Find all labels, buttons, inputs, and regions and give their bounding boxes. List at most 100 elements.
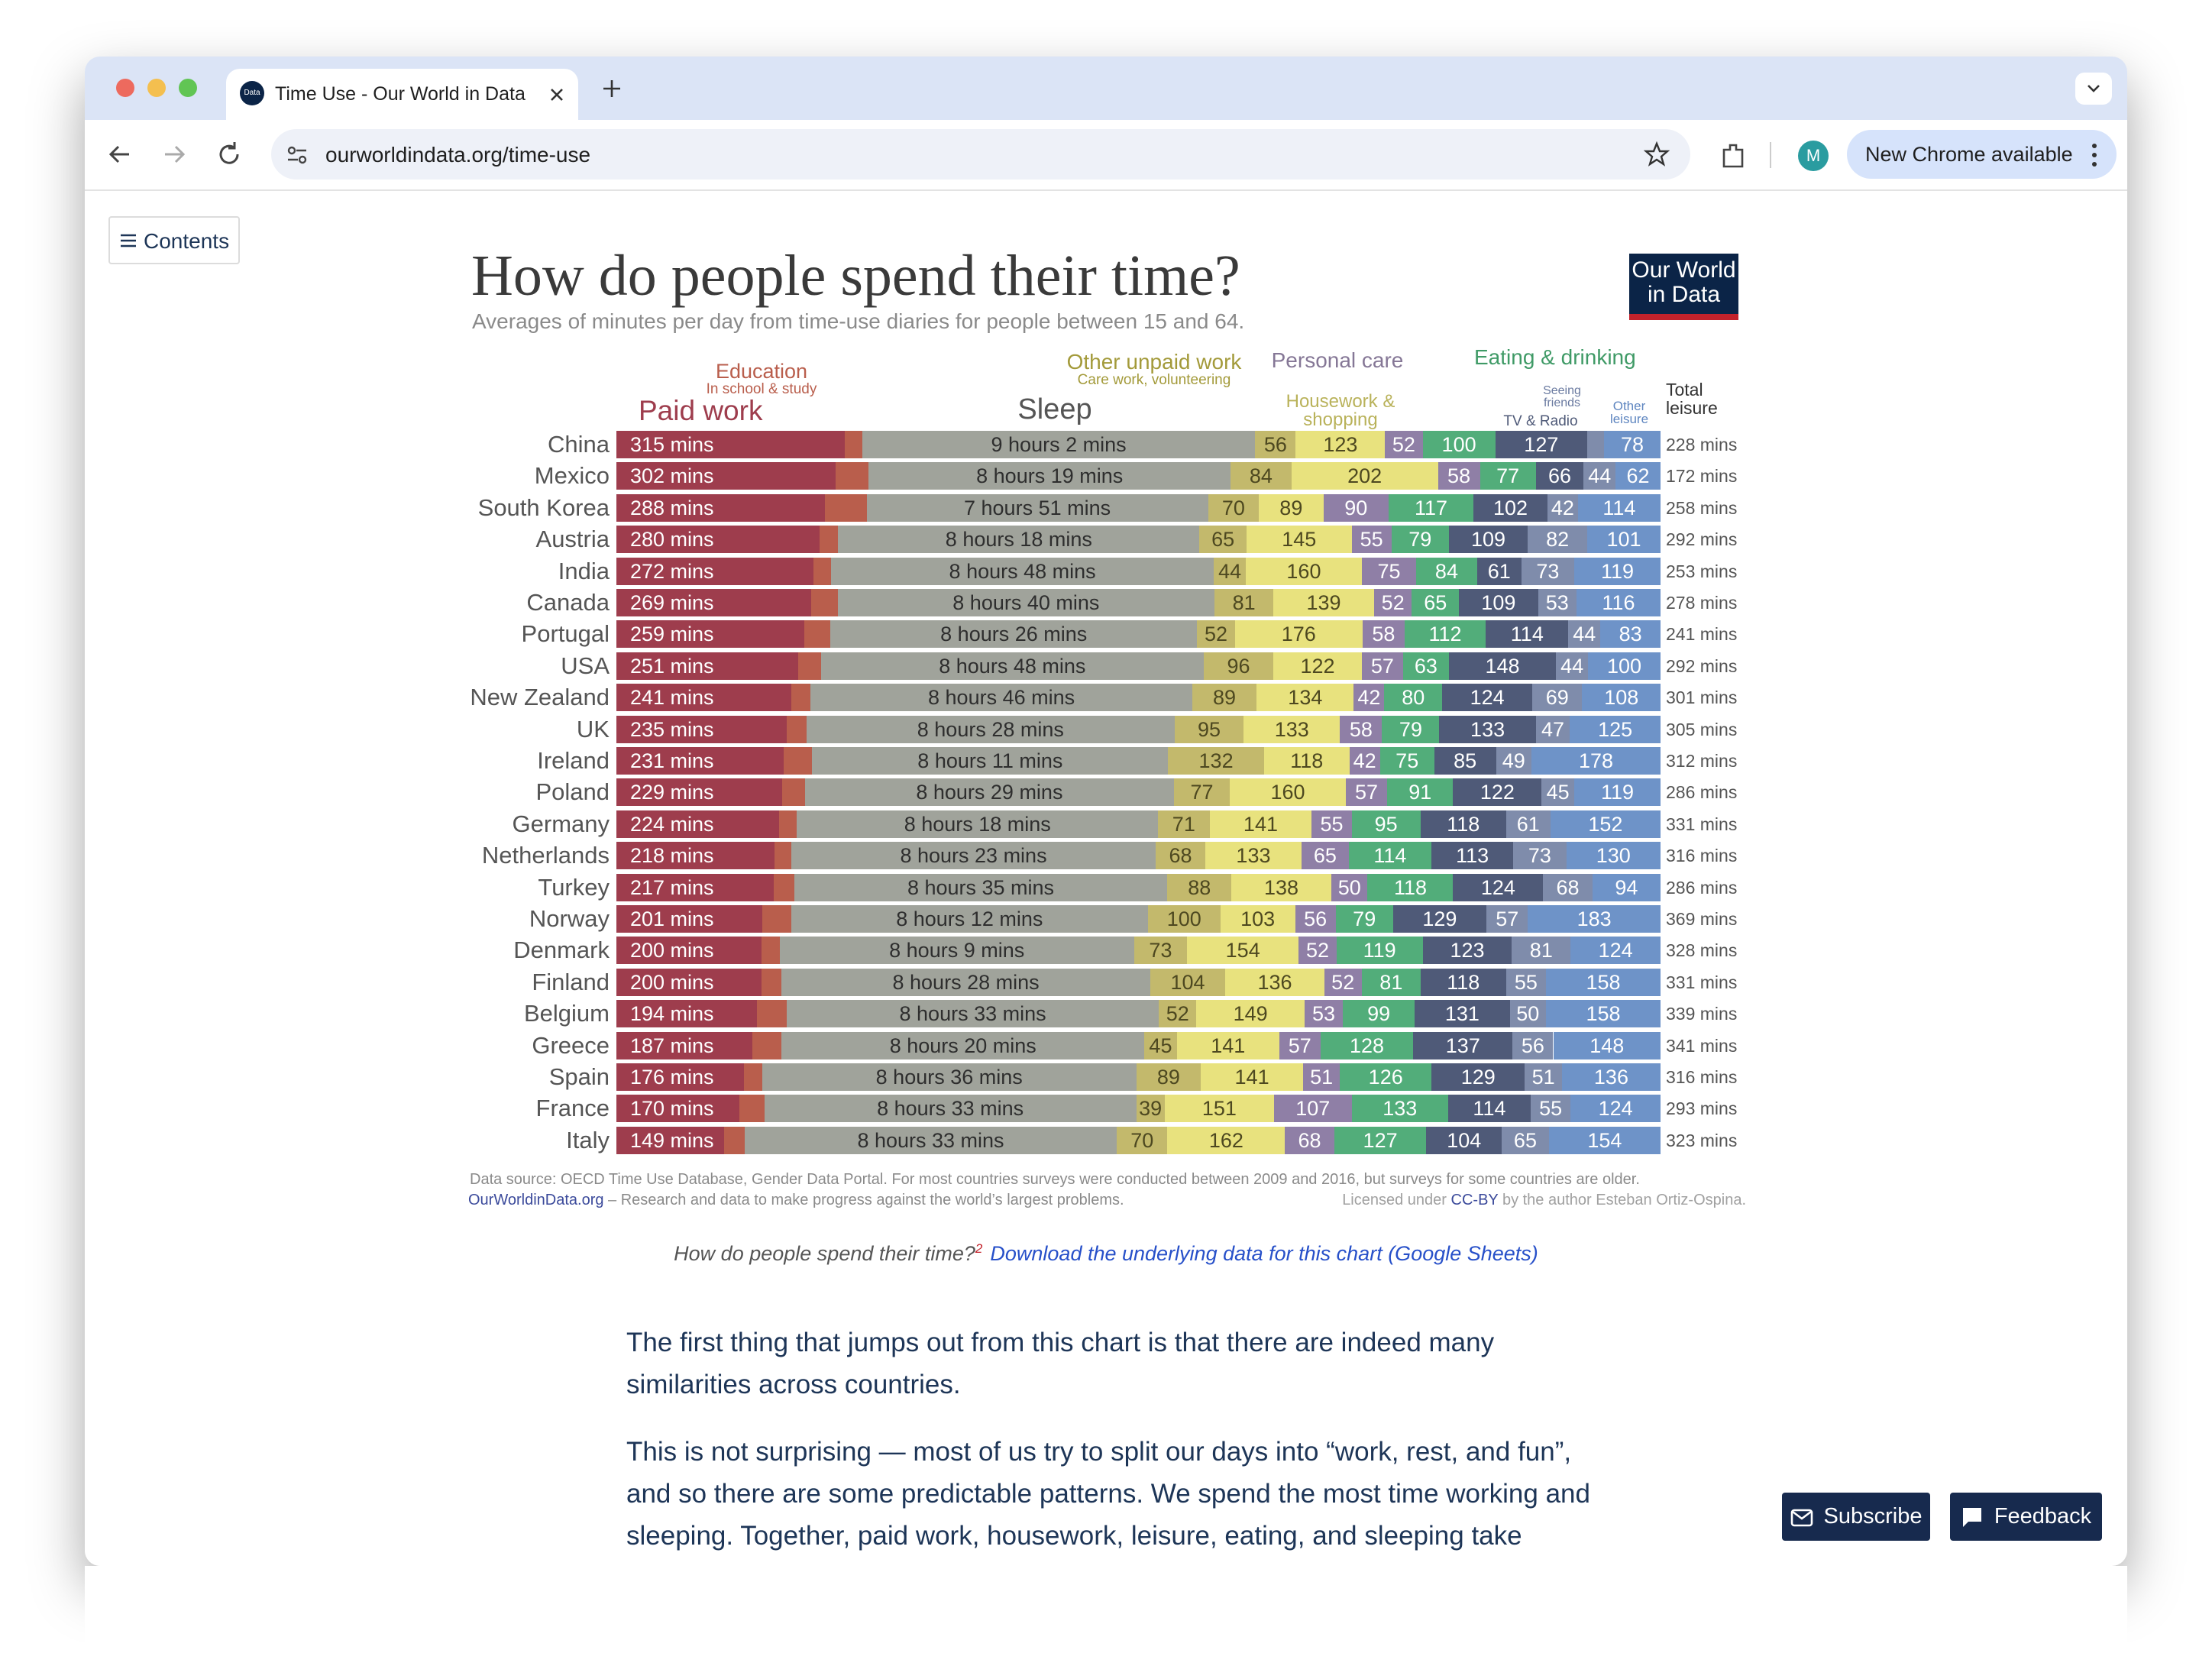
subscribe-button[interactable]: Subscribe xyxy=(1782,1493,1930,1541)
bar-segment xyxy=(1496,747,1532,775)
window-controls xyxy=(116,79,197,97)
segment-label: 127 xyxy=(1363,1128,1398,1152)
total-leisure: 241 mins xyxy=(1666,624,1738,645)
segment-label: 65 xyxy=(1211,528,1235,552)
segment-label: 8 hours 46 mins xyxy=(928,686,1075,710)
bar-segment xyxy=(1512,937,1571,965)
total-leisure: 323 mins xyxy=(1666,1130,1738,1150)
segment-label: 89 xyxy=(1279,496,1303,519)
segment-label: 70 xyxy=(1221,496,1245,519)
segment-label: 9 hours 2 mins xyxy=(991,433,1127,456)
bar-segment xyxy=(1404,620,1486,649)
segment-label: 117 xyxy=(1415,496,1448,519)
caption-text: How do people spend their time? xyxy=(674,1242,975,1265)
bar-segment xyxy=(1385,431,1423,458)
owid-logo[interactable]: Our World in Data xyxy=(1629,254,1738,320)
bar-segment xyxy=(1311,810,1352,838)
segment-label: 125 xyxy=(1598,717,1633,741)
segment-label: 119 xyxy=(1600,781,1635,804)
site-info[interactable] xyxy=(286,144,308,166)
series-name: TV & Radio xyxy=(1503,412,1578,429)
segment-label: 141 xyxy=(1243,812,1278,836)
segment-label: 200 mins xyxy=(630,970,714,994)
maximize-window[interactable] xyxy=(179,79,197,97)
segment-label: 116 xyxy=(1602,591,1635,614)
segment-label: 58 xyxy=(1349,717,1373,741)
segment-label: 160 xyxy=(1286,559,1321,583)
site-link[interactable]: OurWorldinData.org xyxy=(468,1192,604,1208)
segment-label: 139 xyxy=(1306,591,1341,614)
total-leisure: 316 mins xyxy=(1666,1067,1738,1087)
segment-label: 89 xyxy=(1156,1066,1180,1089)
country-label: Poland xyxy=(535,778,610,806)
tab-close[interactable] xyxy=(548,86,566,104)
menu-dots[interactable] xyxy=(2090,142,2099,168)
bar-segment xyxy=(787,715,807,743)
bar-segment xyxy=(778,810,797,838)
active-tab[interactable]: Data Time Use - Our World in Data xyxy=(226,69,578,120)
bar-segment xyxy=(1615,462,1661,490)
bar-segment xyxy=(1234,620,1363,649)
series-name: Education xyxy=(715,360,808,383)
minimize-window[interactable] xyxy=(147,79,166,97)
bar-segment xyxy=(773,873,794,901)
bar-segment xyxy=(1117,1126,1168,1154)
total-leisure: 172 mins xyxy=(1666,466,1738,487)
feedback-label: Feedback xyxy=(1994,1504,2092,1529)
segment-label: 68 xyxy=(1298,1128,1321,1152)
bar-segment xyxy=(764,1095,1137,1123)
footnote-ref[interactable]: 2 xyxy=(975,1241,983,1256)
new-tab[interactable] xyxy=(602,79,622,99)
feedback-button[interactable]: Feedback xyxy=(1950,1493,2102,1541)
segment-label: 80 xyxy=(1402,686,1425,710)
bar-segment xyxy=(1561,1063,1661,1091)
segment-label: 66 xyxy=(1548,464,1572,488)
bar-segment xyxy=(1150,968,1226,996)
bar-segment xyxy=(1167,873,1231,901)
segment-label: 71 xyxy=(1172,812,1195,836)
segment-label: 122 xyxy=(1480,781,1515,804)
segment-label: 130 xyxy=(1596,844,1631,868)
license-link[interactable]: CC-BY xyxy=(1450,1192,1499,1208)
bar-segment xyxy=(825,493,867,522)
segment-label: 70 xyxy=(1130,1128,1154,1152)
bar-segment xyxy=(1521,557,1575,585)
bar-segment xyxy=(1273,589,1375,616)
back[interactable] xyxy=(108,145,129,163)
segment-label: 132 xyxy=(1198,749,1234,772)
segment-label: 200 mins xyxy=(630,939,714,962)
bar-segment xyxy=(1509,1000,1546,1028)
segment-label: 149 mins xyxy=(630,1128,714,1152)
bar-segment xyxy=(1255,431,1296,458)
bar-segment xyxy=(616,1031,752,1059)
bar-segment xyxy=(794,873,1168,901)
forward[interactable] xyxy=(165,145,186,163)
bar-segment xyxy=(781,1031,1145,1059)
tab-search[interactable] xyxy=(2075,73,2112,105)
bookmark-star[interactable] xyxy=(1644,141,1670,167)
bar-segment xyxy=(616,431,846,458)
bar-segment xyxy=(838,526,1200,554)
update-button[interactable]: New Chrome available xyxy=(1847,130,2117,179)
bar-segment xyxy=(752,1031,782,1059)
segment-label: 218 mins xyxy=(630,844,714,868)
download-link[interactable]: Download the underlying data for this ch… xyxy=(990,1242,1538,1265)
series-header: Housework & shopping xyxy=(1283,392,1398,429)
address-bar[interactable]: ourworldindata.org/time-use xyxy=(271,129,1690,180)
segment-label: 8 hours 18 mins xyxy=(904,812,1051,836)
profile-avatar[interactable]: M xyxy=(1798,141,1829,171)
total-leisure: 305 mins xyxy=(1666,719,1738,739)
contents-button[interactable]: Contents xyxy=(108,216,240,264)
extensions[interactable] xyxy=(1719,141,1750,171)
segment-label: 133 xyxy=(1236,844,1271,868)
reload[interactable] xyxy=(219,142,239,164)
close-window[interactable] xyxy=(116,79,134,97)
segment-label: 118 xyxy=(1447,970,1480,994)
total-leisure: 339 mins xyxy=(1666,1004,1738,1024)
bar-segment xyxy=(1324,968,1362,996)
total-leisure: 253 mins xyxy=(1666,561,1738,581)
segment-label: 158 xyxy=(1586,970,1621,994)
total-leisure: 331 mins xyxy=(1666,972,1738,992)
segment-label: 8 hours 33 mins xyxy=(857,1128,1004,1152)
segment-label: 8 hours 29 mins xyxy=(916,781,1063,804)
